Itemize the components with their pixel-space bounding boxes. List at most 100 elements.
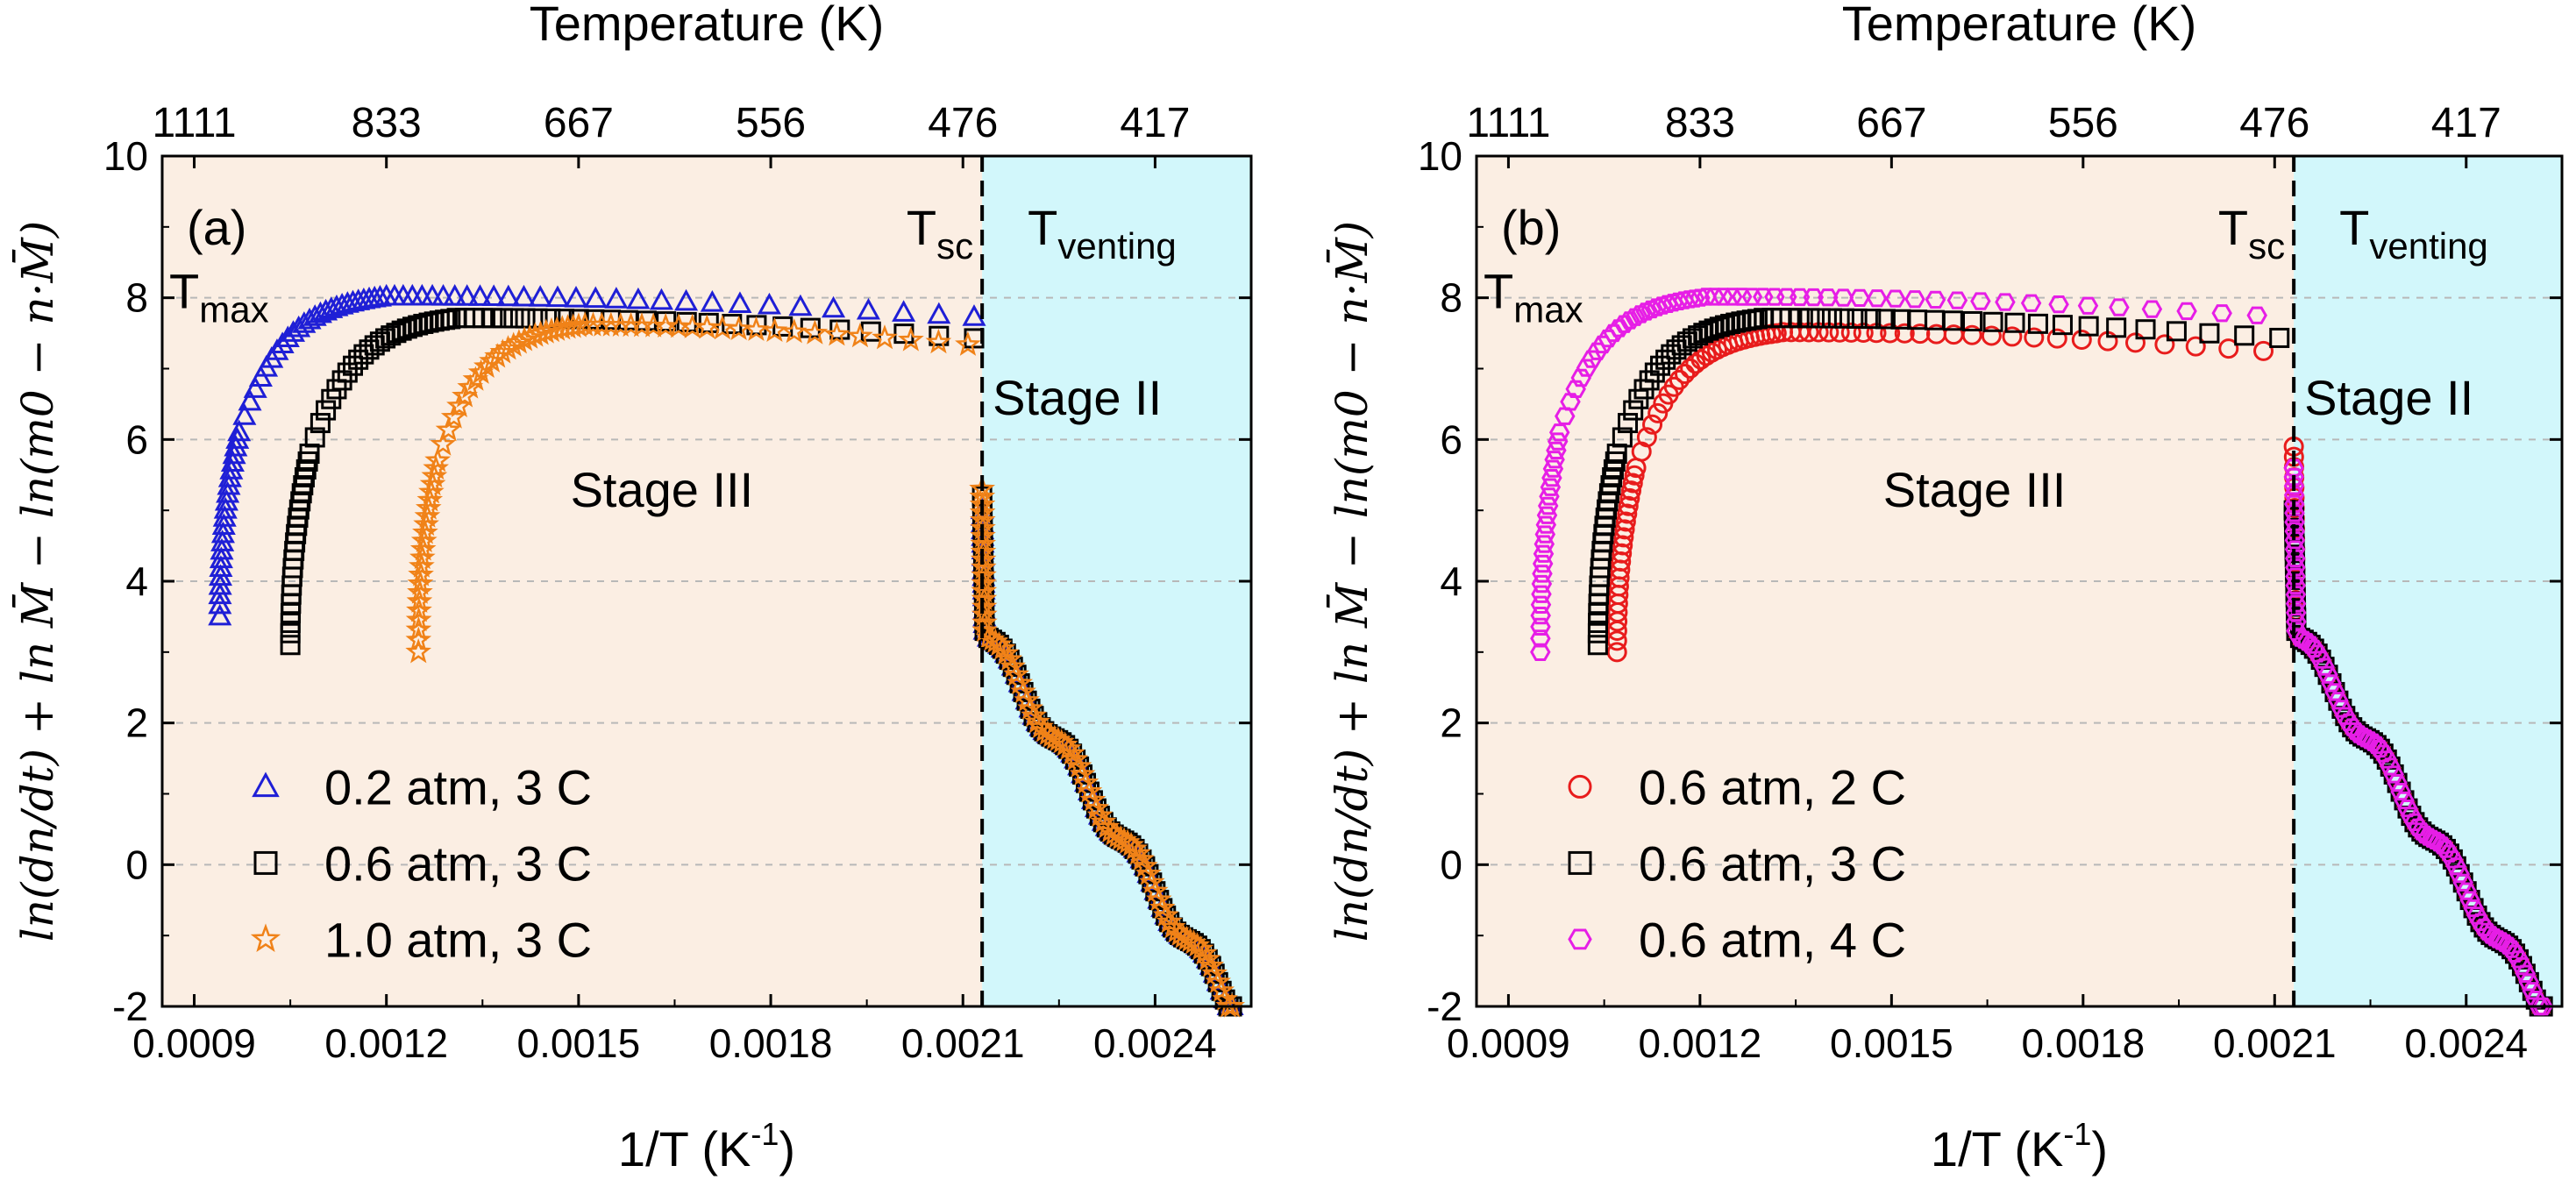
b-data-point [2285, 586, 2307, 604]
a-x-tick-label: 0.0024 [1093, 1020, 1217, 1066]
a-data-point [1121, 835, 1148, 861]
panel-a-data-series [208, 283, 1245, 1018]
a-data-point [440, 403, 467, 429]
b-data-point [1925, 290, 1946, 309]
b-data-point [1764, 288, 1785, 306]
panel-a-stage-ii-label: Stage II [993, 370, 1162, 425]
a-data-point [431, 283, 456, 306]
panel-b-x-axis-label-sup: -1 [2063, 1116, 2091, 1152]
b-data-point [1622, 473, 1643, 494]
b-data-point [1753, 288, 1774, 306]
b-data-point [1647, 402, 1669, 423]
a-data-point [405, 606, 432, 632]
a-data-point [280, 622, 301, 643]
b-data-point [2004, 312, 2025, 333]
b-data-point [1789, 288, 1811, 307]
b-data-point [1946, 291, 1968, 309]
b-data-point [1650, 355, 1671, 376]
a-series-star [405, 311, 1245, 1018]
a-data-point [545, 285, 570, 308]
b-data-point [1546, 441, 1567, 459]
a-data-point [1090, 808, 1117, 834]
b-data-point [1714, 315, 1735, 336]
b-data-point [2283, 477, 2305, 495]
a-data-point [316, 400, 337, 421]
b-data-point [1537, 496, 1559, 515]
b-data-point [1789, 308, 1810, 329]
b-data-point [1832, 288, 1854, 307]
a-data-point [1086, 802, 1114, 828]
b-data-point [2077, 296, 2099, 315]
a-data-point [337, 362, 358, 383]
b-data-point [2078, 316, 2099, 337]
b-data-point [1618, 495, 1639, 516]
a-data-point [457, 373, 484, 399]
a-data-point [1191, 940, 1218, 965]
b-y-tick-label: 6 [1440, 416, 1462, 462]
b-data-point [1995, 293, 2016, 311]
b-top-tick-label: 556 [2048, 100, 2118, 146]
panel-b-label: (b) [1501, 200, 1561, 255]
b-data-point [1532, 565, 1553, 583]
b-data-point [2317, 665, 2338, 684]
a-data-point [564, 285, 588, 308]
b-data-point [1693, 323, 1714, 344]
a-legend-marker-star [250, 923, 281, 953]
b-data-point [2289, 629, 2311, 647]
a-data-point [1021, 702, 1047, 728]
b-data-point [1885, 289, 1906, 308]
b-data-point [1621, 480, 1642, 501]
a-data-point [412, 519, 438, 544]
b-data-point [1587, 635, 1608, 656]
a-data-point [1194, 945, 1221, 970]
panel-a-legend: 0.2 atm, 3 C 0.6 atm, 3 C 1.0 atm, 3 C [250, 759, 592, 967]
b-data-point [2284, 522, 2306, 541]
panel-a-tmax-main: T [169, 264, 199, 319]
b-data-point [2369, 740, 2391, 758]
b-data-point [1867, 289, 1888, 308]
a-data-point [409, 536, 437, 561]
b-data-point [2490, 932, 2512, 950]
a-data-point [348, 349, 369, 370]
b-data-point [2166, 321, 2187, 342]
b-data-point [1880, 323, 1901, 344]
a-data-point [527, 308, 548, 329]
b-top-tick-label: 417 [2431, 100, 2501, 146]
a-legend-marker-triangle [252, 771, 280, 798]
b-data-point [2027, 313, 2048, 334]
b-data-point [2293, 630, 2315, 649]
b-data-point [1942, 310, 1963, 331]
b-data-point [1624, 465, 1645, 486]
b-data-point [1532, 554, 1554, 573]
b-data-point [2253, 340, 2274, 361]
a-data-point [872, 324, 898, 350]
a-data-point [649, 288, 673, 310]
b-data-point [2284, 531, 2306, 550]
b-data-point [2284, 513, 2305, 531]
a-data-point [462, 366, 489, 391]
panel-a: 0.0009 1111 0.0012 833 0.0015 667 0.0018 556 0.0… [11, 0, 1253, 1176]
b-data-point [2285, 576, 2306, 595]
b-data-point [2135, 319, 2156, 340]
b-data-point [1581, 350, 1603, 368]
a-x-tick-label: 0.0012 [324, 1020, 448, 1066]
a-data-point [406, 597, 432, 622]
a-data-point [467, 284, 493, 306]
panel-b-stage-iii-label: Stage III [1883, 462, 2067, 517]
b-y-tick-label: 4 [1440, 558, 1462, 604]
a-data-point [413, 510, 439, 537]
a-data-point [405, 638, 432, 664]
a-y-tick-label: 8 [125, 275, 148, 321]
a-top-tick-label: 1111 [152, 100, 236, 146]
a-data-point [430, 430, 457, 456]
b-data-point [2355, 729, 2377, 748]
b-legend-label: 0.6 atm, 2 C [1639, 759, 1906, 814]
b-data-point [1570, 368, 1592, 387]
a-legend-marker-square [253, 850, 278, 875]
b-data-point [2408, 818, 2429, 836]
b-data-point [1530, 617, 1551, 636]
a-data-point [1058, 740, 1085, 765]
b-data-point [2020, 294, 2042, 312]
b-x-tick-label: 0.0015 [1830, 1020, 1953, 1066]
